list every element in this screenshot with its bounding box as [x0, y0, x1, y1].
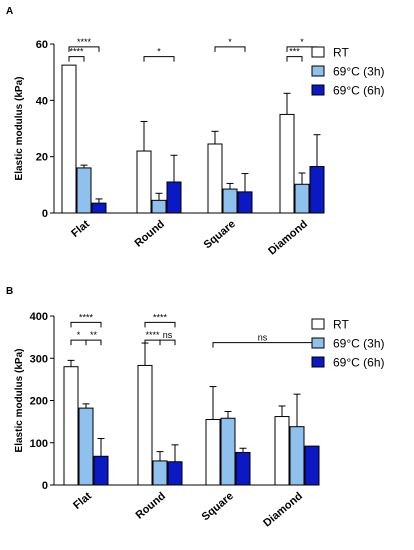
significance-bracket [68, 56, 85, 62]
significance-bracket [70, 339, 87, 346]
significance-label: **** [77, 37, 92, 47]
x-tick-label: Flat [69, 218, 92, 240]
x-tick-label: Square [202, 218, 238, 251]
y-tick-label: 60 [36, 39, 48, 51]
significance-bracket [286, 56, 303, 62]
x-tick-label: Square [200, 490, 236, 523]
significance-label: **** [69, 47, 84, 57]
significance-label: **** [153, 312, 168, 322]
x-tick-label: Flat [71, 490, 94, 512]
bar [289, 426, 305, 486]
y-tick-label: 0 [42, 208, 48, 220]
significance-bracket [214, 46, 246, 52]
bar [207, 143, 223, 214]
legend-swatch [311, 318, 325, 330]
legend-swatch [311, 337, 325, 349]
x-tick-label: Round [134, 490, 168, 522]
panel-label: B [6, 286, 13, 297]
legend-label: RT [333, 46, 349, 60]
significance-label: * [228, 37, 232, 47]
legend-swatch [311, 65, 325, 77]
bar [61, 64, 77, 214]
y-axis-label: Elastic modulus (kPa) [14, 349, 25, 453]
x-tick-label: Diamond [261, 490, 305, 529]
bar [237, 191, 253, 214]
significance-bracket [212, 342, 313, 348]
legend-swatch [311, 356, 325, 368]
bar [279, 113, 295, 214]
bar [235, 451, 251, 486]
significance-bracket [144, 321, 176, 328]
bar [274, 416, 290, 486]
significance-label: *** [289, 47, 300, 57]
significance-label: * [77, 330, 81, 340]
bar [93, 455, 109, 486]
y-tick-label: 400 [30, 311, 48, 323]
x-tick-label: Round [133, 218, 167, 250]
chart-panel-a: A 0 20 40 60 Elastic modulus (kPa) Flat Round Sq… [6, 6, 385, 258]
significance-bracket [70, 321, 102, 328]
significance-bracket [85, 339, 102, 346]
y-tick-label: 300 [30, 353, 48, 365]
significance-label: * [157, 47, 161, 57]
significance-label: ns [163, 330, 173, 340]
bar [137, 364, 153, 486]
bar [205, 419, 221, 486]
bar [78, 407, 94, 486]
bar [136, 150, 152, 214]
bar [222, 188, 238, 214]
legend-label: 69°C (3h) [333, 65, 385, 79]
y-tick-label: 200 [30, 396, 48, 408]
y-tick-label: 0 [42, 480, 48, 492]
y-tick-label: 100 [30, 438, 48, 450]
significance-bracket [68, 46, 100, 52]
bar [294, 183, 310, 214]
legend-label: 69°C (6h) [333, 356, 385, 370]
significance-bracket [143, 56, 175, 62]
significance-label: ns [258, 333, 268, 343]
significance-label: **** [145, 330, 160, 340]
legend-label: RT [333, 318, 349, 332]
legend-swatch [311, 84, 325, 96]
chart-panel-b: B 0 100 200 300 400 Elastic modulus (kPa) Flat R… [6, 286, 385, 530]
y-axis-label: Elastic modulus (kPa) [14, 77, 25, 181]
significance-bracket [159, 339, 176, 346]
bar [304, 445, 320, 486]
significance-label: * [300, 37, 304, 47]
bar [76, 167, 92, 214]
bar [166, 181, 182, 214]
x-tick-label: Diamond [266, 218, 310, 257]
y-tick-label: 20 [36, 152, 48, 164]
legend-swatch [311, 46, 325, 58]
bar [309, 166, 325, 214]
y-tick-label: 40 [36, 95, 48, 107]
significance-label: **** [79, 312, 94, 322]
bar [151, 199, 167, 214]
legend-label: 69°C (3h) [333, 337, 385, 351]
legend-label: 69°C (6h) [333, 84, 385, 98]
significance-label: ** [90, 330, 98, 340]
bar [91, 202, 107, 214]
bar [63, 366, 79, 486]
bar [220, 417, 236, 486]
panel-label: A [6, 6, 13, 17]
bar [167, 461, 183, 486]
bar [152, 460, 168, 486]
